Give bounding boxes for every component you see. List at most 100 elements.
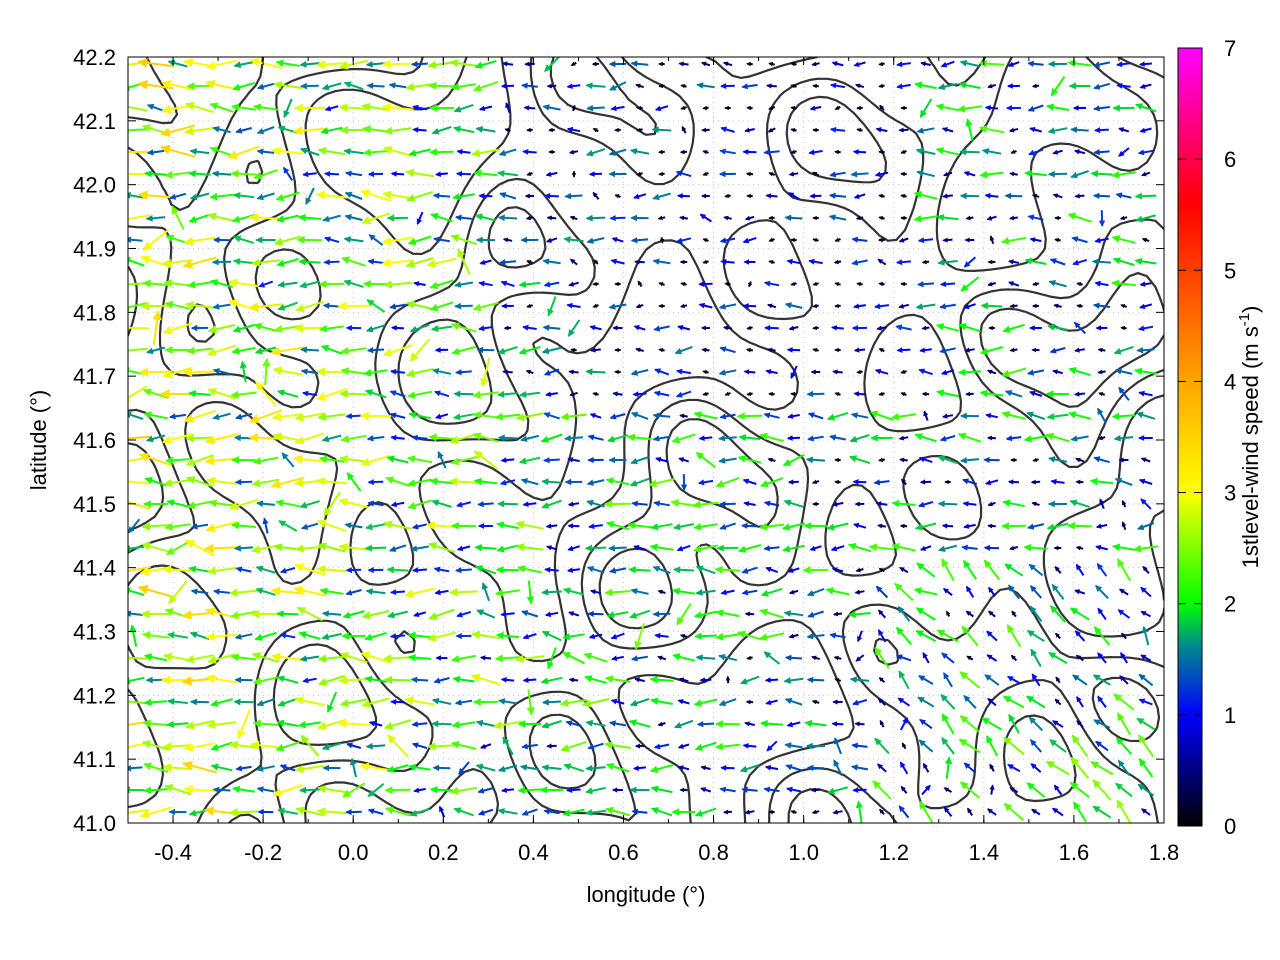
wind-vector [1001,522,1026,530]
wind-vector [807,412,824,420]
wind-vector [833,737,842,755]
wind-vector [676,193,690,199]
wind-vector [671,433,696,444]
wind-vector [914,81,937,90]
colorbar-tick-label: 5 [1224,258,1236,283]
wind-vector [1133,367,1158,375]
wind-vector [790,810,797,815]
wind-vector [744,611,755,617]
wind-vector [361,102,390,112]
wind-vector [500,787,515,793]
wind-vector [957,432,982,443]
wind-vector [433,566,450,573]
wind-vector [1073,321,1087,335]
wind-vector [390,434,405,441]
wind-vector [212,412,231,421]
wind-vector [702,150,709,155]
wind-vector [790,237,797,243]
wind-vector [407,631,432,640]
wind-vector [277,281,298,288]
wind-vector [696,82,715,89]
wind-vector [342,610,365,619]
wind-vector [183,742,216,752]
wind-vector [900,281,907,287]
wind-vector [591,61,600,67]
wind-vector [1049,739,1067,753]
wind-vector [1008,127,1019,133]
wind-vector [741,522,758,529]
wind-vector [694,741,717,751]
wind-vector [635,303,644,309]
wind-vector [746,655,753,660]
wind-vector [1113,434,1134,442]
wind-vector [450,322,477,333]
wind-vector [233,235,254,244]
wind-vector [1026,629,1045,643]
wind-vector [679,413,688,419]
wind-vector [588,633,603,640]
wind-vector [305,187,315,206]
wind-vector [681,125,687,134]
wind-vector [559,698,588,707]
wind-vector [472,301,499,312]
wind-vector [765,369,778,375]
wind-vector [786,786,802,793]
wind-vector [1118,147,1130,157]
wind-vector [300,82,319,90]
wind-vector [183,785,216,794]
wind-vector [784,654,803,662]
wind-vector [987,281,996,287]
wind-vector [429,786,454,794]
wind-vector [652,610,671,618]
wind-vector [1075,545,1084,551]
wind-vector [404,696,435,706]
wind-vector [898,303,910,309]
wind-vector [301,390,318,397]
wind-vector [693,544,719,553]
wind-vector [961,544,978,551]
wind-vector [1049,258,1066,266]
wind-vector [634,743,645,749]
wind-vector [987,259,996,265]
wind-vector [344,214,363,221]
y-tick-label: 41.9 [73,237,116,262]
wind-vector [275,499,300,508]
wind-vector [517,720,542,728]
wind-vector [1024,169,1047,178]
wind-vector [901,742,907,750]
wind-vector [498,148,517,157]
wind-vector [1071,236,1088,244]
wind-vector [365,588,386,595]
wind-vector [1112,257,1135,266]
wind-vector [980,302,1003,310]
wind-vector [404,587,435,598]
wind-vector [915,630,937,642]
wind-vector [1119,215,1128,221]
wind-vector [700,765,711,771]
wind-vector [898,127,909,133]
wind-vector [165,456,190,465]
wind-vector [411,742,428,750]
wind-vector [874,646,890,669]
wind-vector [1047,127,1068,134]
wind-vector [497,764,518,773]
wind-vector [984,479,999,486]
wind-vector [744,215,755,221]
wind-vector [1046,522,1069,531]
wind-vector [941,713,955,735]
wind-vector [805,742,825,750]
wind-vector [210,279,234,289]
wind-vector [210,763,233,772]
wind-vector [918,456,933,464]
wind-vector [564,192,583,200]
wind-vector [763,786,780,793]
wind-vector [522,324,537,331]
wind-vector [900,105,907,111]
wind-vector [699,213,712,223]
colorbar-label-main: 1stlevel-wind speed (m s [1238,326,1263,568]
wind-vector [345,567,362,574]
wind-vector [745,699,754,705]
wind-vector [834,678,842,683]
wind-vector [585,148,606,157]
wind-vector [695,589,716,596]
